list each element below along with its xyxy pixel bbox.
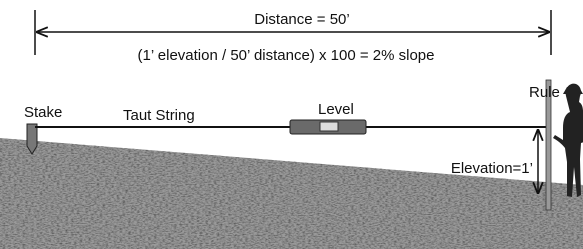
distance-label: Distance = 50’ — [254, 11, 349, 28]
rule-label: Rule — [529, 84, 560, 101]
level-bubble — [320, 122, 338, 131]
elevation-label: Elevation=1’ — [451, 160, 533, 177]
string-label: Taut String — [123, 107, 195, 124]
stake-label: Stake — [24, 104, 62, 121]
page: Distance = 50’ (1’ elevation / 50’ dista… — [0, 0, 583, 249]
slope-diagram: Distance = 50’ (1’ elevation / 50’ dista… — [0, 0, 583, 249]
formula-label: (1’ elevation / 50’ distance) x 100 = 2%… — [138, 47, 435, 64]
level-label: Level — [318, 101, 354, 118]
grass-texture — [0, 138, 583, 249]
